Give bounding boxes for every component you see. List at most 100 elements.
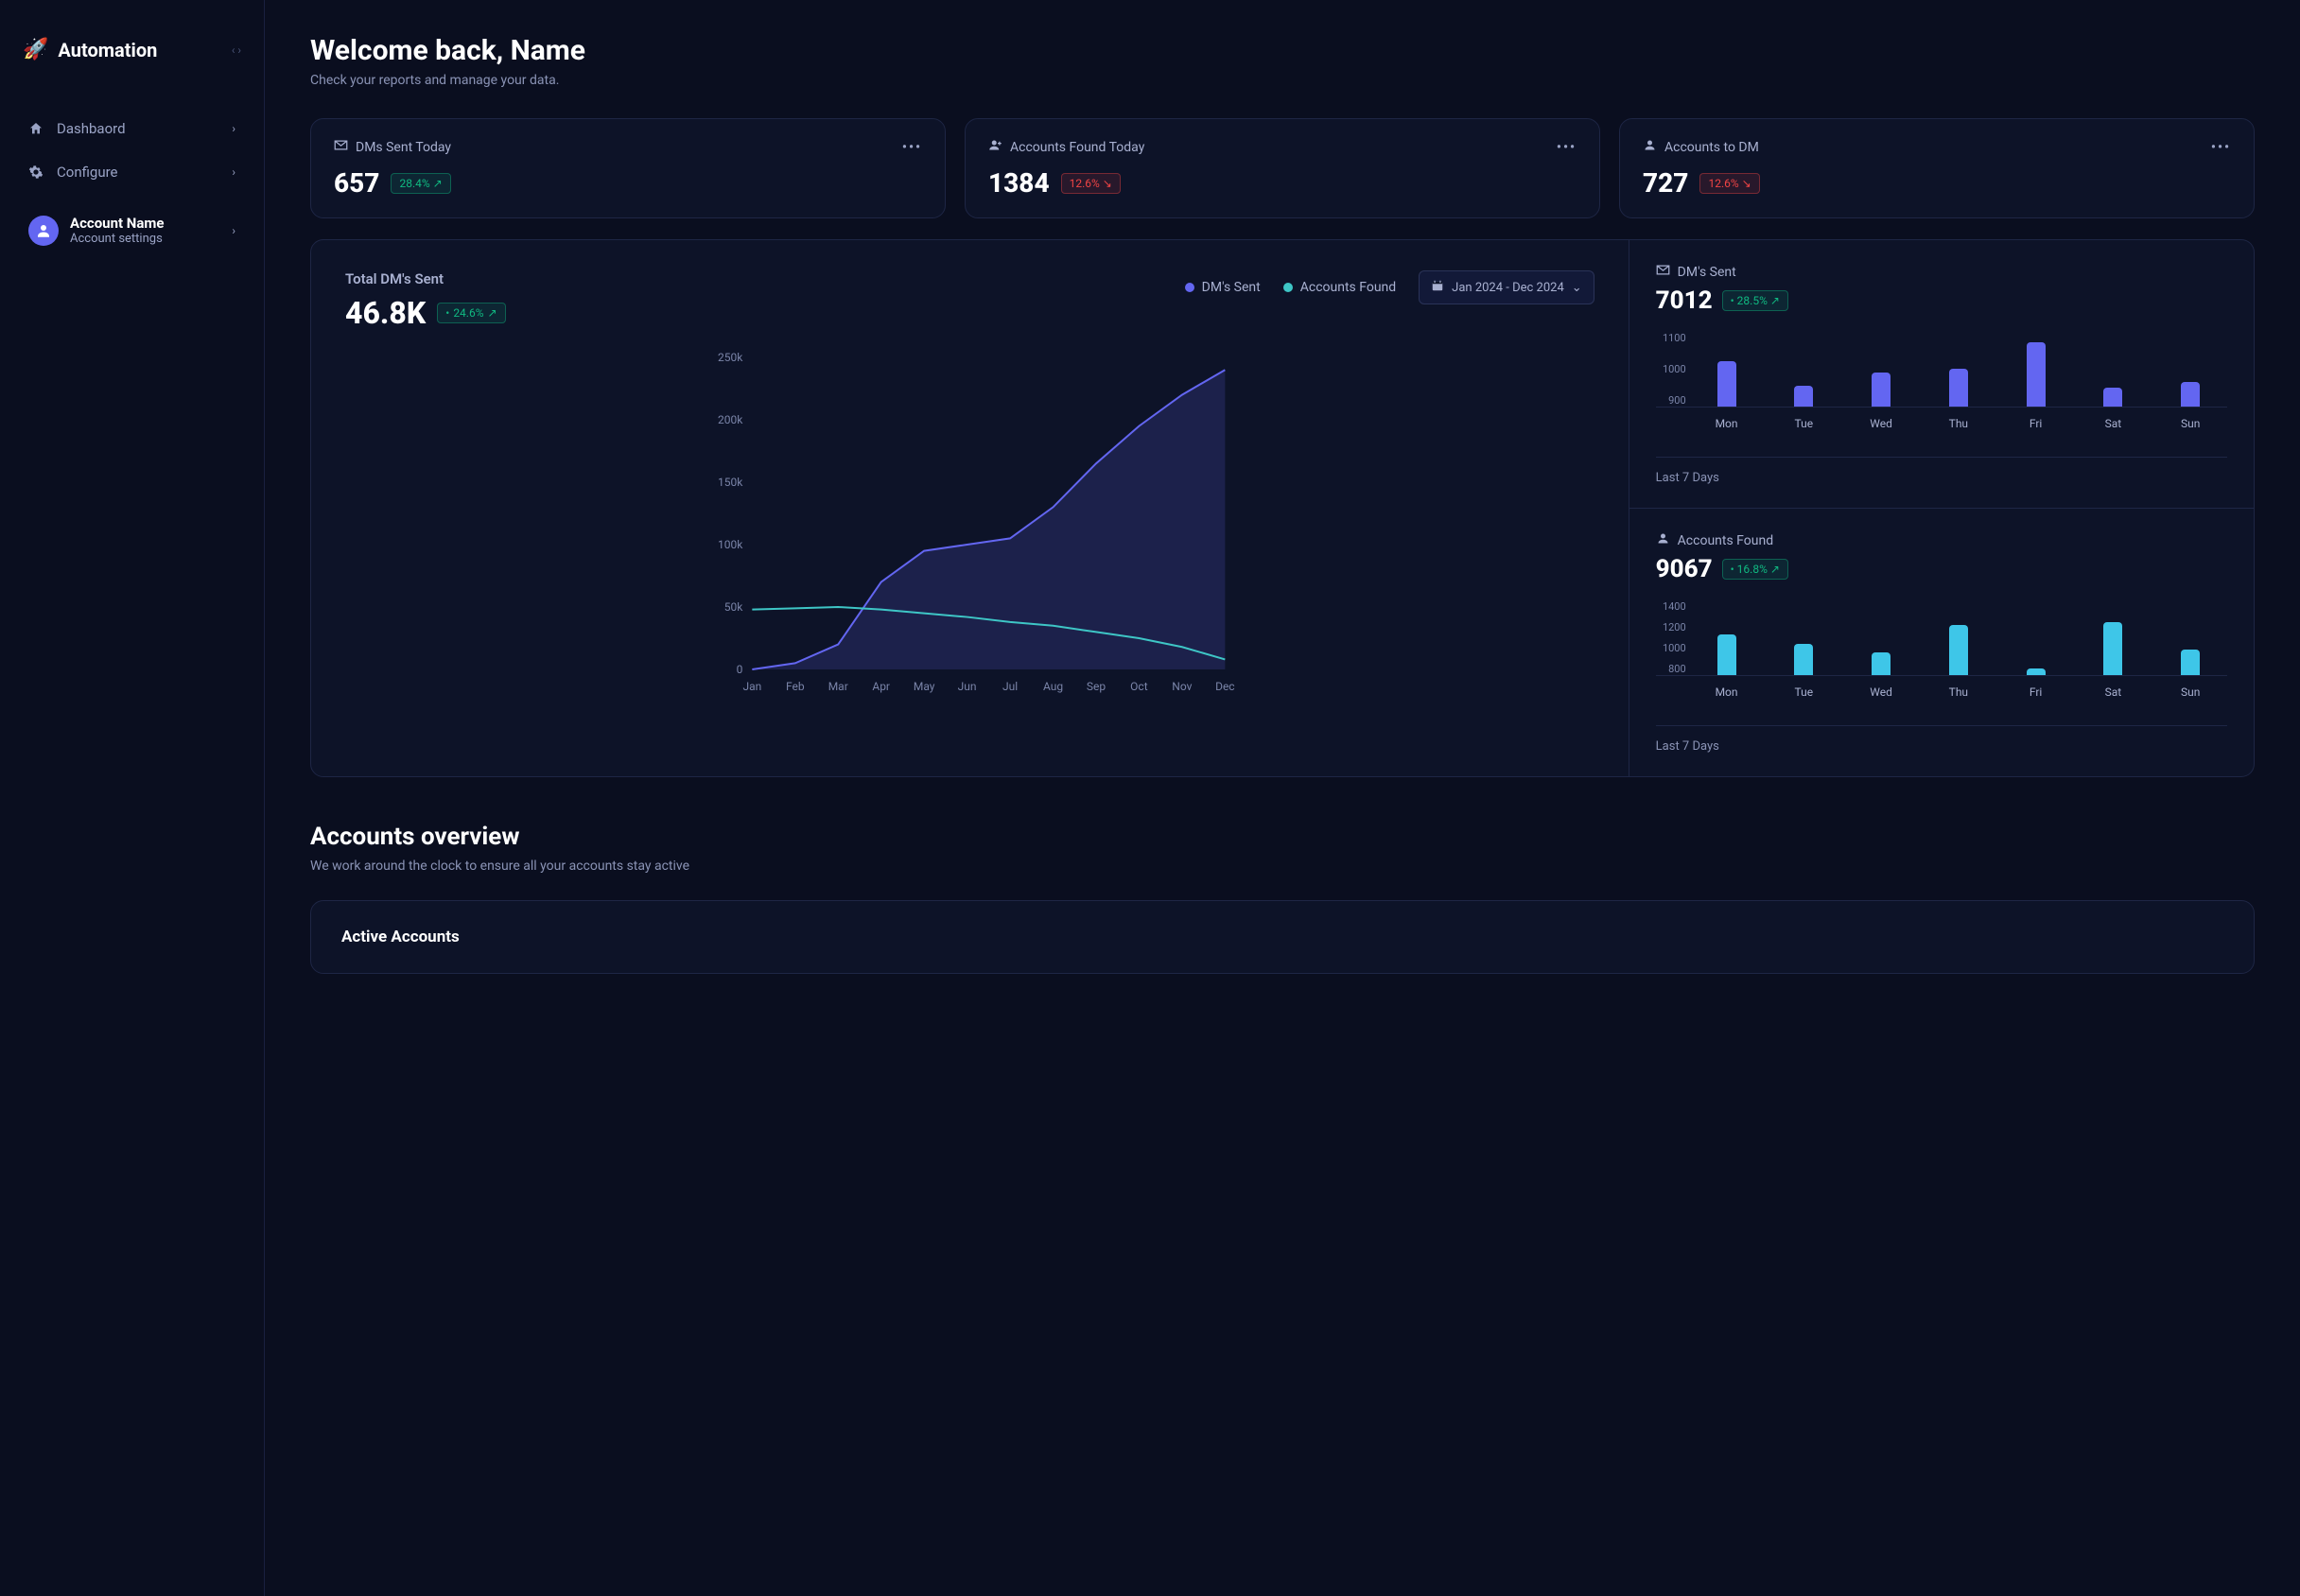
svg-text:Mar: Mar bbox=[828, 680, 848, 693]
mini-y-axis: 140012001000800 bbox=[1656, 600, 1686, 675]
main-chart-card: Total DM's Sent 46.8K •24.6%↗ DM's Sent bbox=[310, 239, 1629, 777]
mini-bar-chart: 11001000900 bbox=[1656, 332, 2227, 408]
stat-label-text: Accounts to DM bbox=[1664, 140, 1759, 155]
mini-bar bbox=[1767, 386, 1840, 407]
user-icon bbox=[1656, 531, 1670, 549]
svg-text:Dec: Dec bbox=[1215, 680, 1235, 693]
legend-dot bbox=[1283, 283, 1293, 292]
chevron-down-icon: ⌄ bbox=[1572, 281, 1582, 295]
stat-value: 657 bbox=[334, 167, 379, 199]
more-icon[interactable]: ••• bbox=[902, 140, 922, 155]
home-icon bbox=[28, 121, 45, 136]
mini-bar bbox=[2077, 622, 2151, 675]
date-range-select[interactable]: Jan 2024 - Dec 2024 ⌄ bbox=[1419, 270, 1594, 304]
mini-bar bbox=[1690, 634, 1764, 675]
accounts-section-title: Accounts overview bbox=[310, 823, 2255, 851]
svg-text:150k: 150k bbox=[718, 476, 743, 489]
gear-icon bbox=[28, 165, 45, 180]
mini-bar-label: Tue bbox=[1767, 411, 1840, 430]
stat-delta-badge: 12.6% ↘ bbox=[1699, 173, 1759, 194]
mini-bar bbox=[1844, 652, 1918, 675]
logo-block: 🚀 Automation ‹ › bbox=[23, 38, 241, 61]
mini-chart-delta: • 16.8% ↗ bbox=[1722, 559, 1788, 580]
mini-chart: Accounts Found 9067 • 16.8% ↗ 1400120010… bbox=[1629, 509, 2254, 776]
arrow-up-icon: ↗ bbox=[488, 306, 497, 320]
page-subtitle: Check your reports and manage your data. bbox=[310, 73, 2255, 88]
stat-delta-badge: 28.4% ↗ bbox=[391, 173, 450, 194]
main-chart: 050k100k150k200k250kJanFebMarAprMayJunJu… bbox=[345, 338, 1594, 698]
logo[interactable]: 🚀 Automation bbox=[23, 38, 157, 61]
mini-bar-label: Thu bbox=[1922, 680, 1995, 699]
svg-text:0: 0 bbox=[737, 663, 743, 676]
svg-text:50k: 50k bbox=[724, 600, 743, 614]
mini-bar bbox=[1999, 668, 2073, 675]
mini-bar bbox=[1922, 369, 1995, 407]
svg-text:200k: 200k bbox=[718, 413, 743, 426]
stat-value: 727 bbox=[1643, 167, 1688, 199]
mini-chart-footer: Last 7 Days bbox=[1656, 725, 2227, 754]
stat-row: DMs Sent Today ••• 657 28.4% ↗ Accounts … bbox=[310, 118, 2255, 218]
mini-bar-label: Sun bbox=[2153, 680, 2227, 699]
svg-text:Jun: Jun bbox=[958, 680, 977, 693]
svg-text:100k: 100k bbox=[718, 538, 743, 551]
chart-controls: DM's Sent Accounts Found Jan 2024 - Dec … bbox=[1185, 270, 1594, 304]
sidebar-item-dashboard[interactable]: Dashbaord › bbox=[23, 107, 241, 150]
svg-text:250k: 250k bbox=[718, 351, 743, 364]
sidebar-account[interactable]: Account Name Account settings › bbox=[23, 201, 241, 260]
svg-text:Oct: Oct bbox=[1130, 680, 1148, 693]
chevron-right-icon: › bbox=[232, 224, 235, 237]
account-settings-label: Account settings bbox=[70, 232, 165, 247]
sidebar-item-configure[interactable]: Configure › bbox=[23, 150, 241, 194]
mini-bar-label: Thu bbox=[1922, 411, 1995, 430]
legend-dms-sent: DM's Sent bbox=[1185, 280, 1261, 295]
stat-value: 1384 bbox=[988, 167, 1050, 199]
legend-label: Accounts Found bbox=[1300, 280, 1396, 295]
mini-chart-value: 9067 bbox=[1656, 555, 1713, 583]
mini-bar-label: Sat bbox=[2077, 680, 2151, 699]
mini-bar bbox=[2077, 388, 2151, 407]
stat-label: Accounts to DM bbox=[1643, 138, 1759, 156]
active-accounts-card: Active Accounts bbox=[310, 900, 2255, 974]
mini-bar bbox=[1767, 644, 1840, 675]
mini-bar bbox=[1922, 625, 1995, 675]
svg-text:Jan: Jan bbox=[742, 680, 761, 693]
stat-label: Accounts Found Today bbox=[988, 138, 1144, 156]
side-charts: DM's Sent 7012 • 28.5% ↗ 11001000900 Mon… bbox=[1629, 239, 2255, 777]
mini-chart-label: DM's Sent bbox=[1656, 263, 2227, 281]
envelope-icon bbox=[1656, 263, 1670, 281]
mini-y-axis: 11001000900 bbox=[1656, 332, 1686, 407]
mini-bar-chart: 140012001000800 bbox=[1656, 600, 2227, 676]
mini-bar-label: Mon bbox=[1690, 411, 1764, 430]
accounts-section-subtitle: We work around the clock to ensure all y… bbox=[310, 859, 2255, 874]
chart-title: Total DM's Sent bbox=[345, 270, 506, 287]
envelope-icon bbox=[334, 138, 348, 156]
rocket-icon: 🚀 bbox=[23, 38, 48, 61]
legend-label: DM's Sent bbox=[1202, 280, 1261, 295]
legend-dot bbox=[1185, 283, 1194, 292]
mini-bar bbox=[2153, 650, 2227, 675]
mini-bar-label: Wed bbox=[1844, 680, 1918, 699]
legend-accounts-found: Accounts Found bbox=[1283, 280, 1396, 295]
mini-chart-value: 7012 bbox=[1656, 286, 1713, 315]
svg-text:Nov: Nov bbox=[1172, 680, 1192, 693]
chart-delta-badge: •24.6%↗ bbox=[437, 303, 505, 323]
mini-chart-delta: • 28.5% ↗ bbox=[1722, 290, 1788, 311]
more-icon[interactable]: ••• bbox=[1557, 140, 1577, 155]
mini-bar bbox=[1999, 342, 2073, 407]
mini-chart: DM's Sent 7012 • 28.5% ↗ 11001000900 Mon… bbox=[1629, 240, 2254, 509]
more-icon[interactable]: ••• bbox=[2211, 140, 2231, 155]
stat-label-text: Accounts Found Today bbox=[1010, 140, 1144, 155]
mini-bar-label: Sun bbox=[2153, 411, 2227, 430]
mini-bar bbox=[2153, 382, 2227, 407]
collapse-icon[interactable]: ‹ › bbox=[232, 43, 241, 57]
avatar-icon bbox=[28, 216, 59, 246]
chevron-right-icon: › bbox=[232, 165, 235, 179]
chart-total-value: 46.8K bbox=[345, 295, 426, 331]
brand-name: Automation bbox=[58, 39, 157, 61]
stat-delta-badge: 12.6% ↘ bbox=[1061, 173, 1121, 194]
stat-card: Accounts to DM ••• 727 12.6% ↘ bbox=[1619, 118, 2255, 218]
svg-text:Jul: Jul bbox=[1002, 680, 1018, 693]
mini-bar-label: Mon bbox=[1690, 680, 1764, 699]
sidebar-item-label: Dashbaord bbox=[57, 120, 126, 137]
svg-text:Sep: Sep bbox=[1087, 680, 1106, 693]
